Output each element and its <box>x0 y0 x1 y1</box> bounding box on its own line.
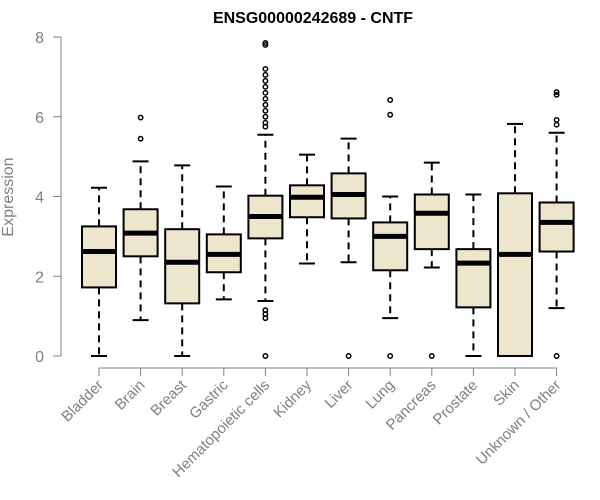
outlier-point <box>553 89 560 95</box>
box-kidney <box>289 153 325 265</box>
y-tick-label: 0 <box>35 349 44 366</box>
iqr-box <box>289 184 325 219</box>
box-prostate <box>455 193 492 357</box>
outlier-point <box>262 119 269 126</box>
iqr-box <box>455 248 492 309</box>
outlier-point <box>262 101 269 108</box>
outlier-point <box>262 353 269 359</box>
y-tick-label: 8 <box>35 30 44 47</box>
box-unknown-other <box>538 89 575 359</box>
outlier-point <box>387 111 394 118</box>
x-tick-label: Brain <box>112 377 149 414</box>
box-gastric <box>205 185 242 301</box>
boxplot-series <box>81 40 575 359</box>
outlier-point <box>262 65 269 72</box>
box-breast <box>164 164 201 357</box>
x-tick-label: Skin <box>490 377 523 410</box>
y-tick-label: 2 <box>35 269 44 286</box>
box-bladder <box>81 186 117 357</box>
x-tick-label: Bladder <box>58 377 107 426</box>
box-liver <box>330 137 367 359</box>
outlier-point <box>262 107 269 114</box>
outlier-point <box>262 95 269 102</box>
iqr-box <box>497 192 533 357</box>
outlier-point <box>387 97 394 103</box>
outlier-point <box>262 42 269 48</box>
y-tick-label: 6 <box>35 110 44 127</box>
iqr-box <box>372 221 409 272</box>
outlier-point <box>345 353 352 359</box>
y-axis-label: Expression <box>0 157 17 236</box>
outlier-point <box>428 353 435 359</box>
outlier-point <box>553 353 560 359</box>
outlier-point <box>262 307 269 314</box>
outlier-point <box>262 71 269 78</box>
box-brain <box>122 114 159 322</box>
box-skin <box>497 122 533 357</box>
iqr-box <box>164 228 201 305</box>
y-tick-label: 4 <box>35 190 44 207</box>
iqr-box <box>538 201 575 253</box>
box-pancreas <box>413 161 450 359</box>
outlier-point <box>387 353 394 359</box>
x-tick-label: Prostate <box>430 377 482 429</box>
iqr-box <box>413 193 450 251</box>
outlier-point <box>137 135 144 142</box>
outlier-point <box>262 113 269 120</box>
outlier-point <box>262 89 269 96</box>
box-lung <box>372 97 409 359</box>
x-tick-label: Kidney <box>270 376 315 421</box>
outlier-point <box>262 83 269 90</box>
box-hematopoietic-cells <box>247 40 284 359</box>
outlier-point <box>262 40 269 46</box>
y-axis-ticks: 0 2 4 6 8 <box>35 30 61 366</box>
x-tick-label: Liver <box>321 377 356 412</box>
outlier-point <box>553 116 560 123</box>
chart-title: ENSG00000242689 - CNTF <box>213 10 413 27</box>
outlier-point <box>553 91 560 98</box>
outlier-point <box>553 121 560 128</box>
iqr-box <box>81 225 117 289</box>
x-tick-label: Lung <box>362 377 398 413</box>
outlier-point <box>262 77 269 84</box>
outlier-point <box>137 114 144 121</box>
x-tick-label: Breast <box>147 376 190 419</box>
